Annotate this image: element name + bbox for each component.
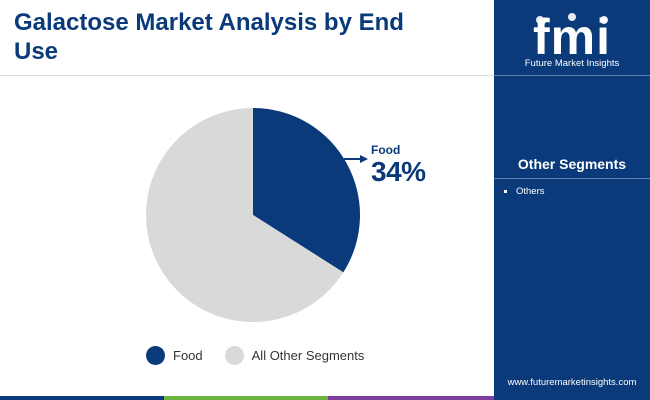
- segment-item-label: Others: [516, 186, 545, 197]
- footer-bar-segment-1: [0, 396, 164, 400]
- legend-swatch-food: [146, 346, 165, 365]
- footer-color-bar: [0, 396, 650, 400]
- pie-slice-all-other-segments: [145, 108, 344, 322]
- footer-bar-segment-2: [164, 396, 328, 400]
- legend-swatch-other: [224, 346, 244, 365]
- title-divider: [0, 75, 494, 76]
- legend-item-other: All Other Segments: [224, 346, 365, 365]
- footer-bar-segment-4: [494, 396, 650, 400]
- pie-slices: [145, 108, 360, 322]
- callout-label: Food: [371, 143, 401, 157]
- legend-label-food: Food: [173, 348, 203, 363]
- callout-arrow: [344, 155, 368, 163]
- sidebar-divider: [494, 75, 650, 76]
- website-link[interactable]: www.futuremarketinsights.com: [507, 377, 637, 388]
- pie-chart: [145, 108, 368, 322]
- segments-list: Others: [504, 186, 545, 197]
- footer-bar-segment-3: [328, 396, 494, 400]
- other-segments-heading: Other Segments: [517, 156, 627, 172]
- sidebar: fmi Future Market Insights Other Segment…: [494, 0, 650, 396]
- fmi-logo: fmi: [533, 9, 610, 65]
- segment-item: Others: [504, 186, 545, 197]
- page-title: Galactose Market Analysis by End Use: [14, 9, 404, 65]
- brand-name: Future Market Insights: [524, 58, 620, 69]
- callout-value: 34%: [371, 156, 426, 187]
- pie-slice-food: [253, 108, 360, 273]
- legend-label-other: All Other Segments: [251, 348, 365, 363]
- legend-item-food: Food: [146, 346, 203, 365]
- chart-legend: Food All Other Segments: [146, 346, 386, 365]
- bullet-icon: [504, 190, 507, 193]
- segments-divider: [494, 178, 650, 179]
